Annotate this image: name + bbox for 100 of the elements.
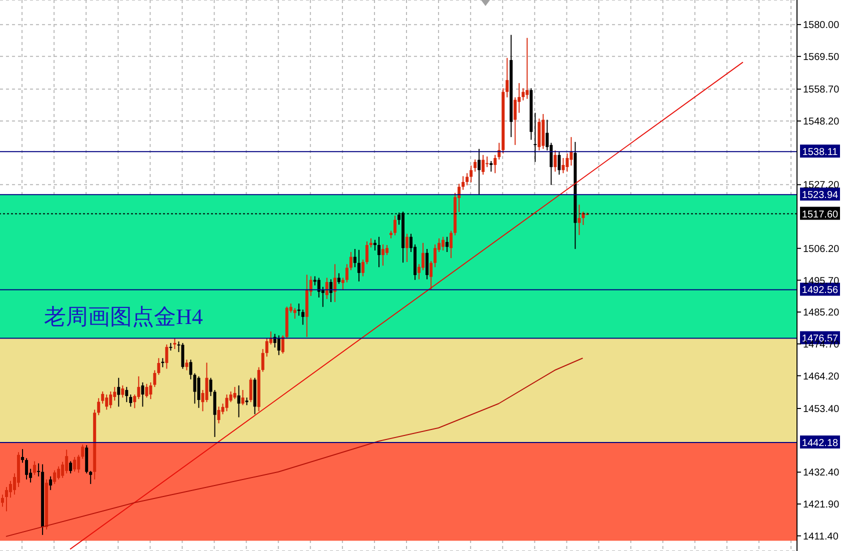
y-tick-label: 1411.40	[803, 531, 839, 542]
candlestick	[450, 230, 453, 259]
candlestick	[77, 454, 80, 474]
candlestick	[73, 456, 76, 472]
candlestick	[486, 156, 489, 168]
candlestick	[558, 151, 561, 176]
candlestick	[526, 37, 529, 100]
candlestick	[209, 377, 212, 397]
ref-line-label: 1523.94	[802, 190, 839, 202]
candlestick	[514, 96, 517, 146]
candlestick	[570, 136, 573, 166]
candlestick	[369, 238, 372, 248]
candlestick	[281, 334, 284, 354]
candlestick	[205, 362, 208, 403]
candlestick	[337, 272, 340, 284]
candlestick	[566, 152, 569, 172]
candlestick	[301, 309, 304, 326]
candlestick	[21, 448, 24, 464]
candlestick	[373, 239, 376, 251]
candlestick	[153, 370, 156, 388]
candlestick	[249, 377, 252, 403]
candlestick	[466, 172, 469, 186]
candlestick	[442, 236, 445, 251]
candlestick	[145, 383, 148, 398]
candlestick	[25, 458, 28, 480]
candlestick	[446, 236, 449, 252]
candlestick	[506, 57, 509, 98]
candlestick	[173, 338, 176, 350]
line-series	[6, 358, 584, 537]
candlestick	[277, 334, 280, 356]
candlestick	[233, 386, 236, 400]
candlestick	[1, 494, 4, 508]
candlestick	[325, 277, 328, 300]
candlestick	[422, 242, 425, 271]
candlestick	[494, 154, 497, 174]
candlestick	[217, 406, 220, 424]
candlestick	[185, 359, 188, 371]
candlestick	[329, 278, 332, 303]
candlestick	[578, 204, 581, 236]
candlestick	[490, 160, 493, 172]
candlestick	[522, 88, 525, 101]
candlestick	[101, 390, 104, 404]
candlestick	[125, 386, 128, 403]
y-tick-label: 1569.50	[803, 52, 840, 63]
candlestick	[426, 248, 429, 280]
candlestick	[534, 112, 537, 162]
candlestick	[237, 384, 240, 418]
y-tick-label: 1580.00	[803, 20, 840, 32]
candlestick	[157, 358, 160, 376]
candlestick	[474, 159, 477, 172]
y-tick-label: 1432.40	[803, 468, 840, 479]
candlestick	[89, 470, 92, 484]
candlestick	[225, 394, 228, 412]
candlestick	[482, 154, 485, 176]
ref-line-label: 1442.18	[802, 438, 839, 449]
candlestick	[385, 244, 388, 256]
candlestick	[341, 277, 344, 290]
ref-line-label: 1492.56	[802, 285, 839, 296]
candlestick	[381, 244, 384, 266]
candlestick	[554, 150, 557, 172]
candlestick	[105, 394, 108, 410]
candlestick	[353, 248, 356, 268]
candlestick	[393, 215, 396, 236]
candlestick	[149, 382, 152, 400]
candlestick	[265, 338, 268, 358]
candlestick	[33, 460, 36, 476]
candlestick	[57, 466, 60, 480]
candlestick	[141, 382, 144, 408]
candlestick	[470, 165, 473, 183]
candlestick	[117, 377, 120, 408]
y-tick-label: 1464.20	[803, 371, 840, 382]
annotation: 老周画图点金H4	[44, 303, 203, 331]
candlestick	[121, 384, 124, 398]
candlestick	[406, 233, 409, 263]
ref-line-label: 1538.11	[802, 147, 838, 158]
candlestick	[5, 486, 8, 512]
candlestick	[9, 480, 12, 498]
candlestick	[109, 390, 112, 409]
candlestick	[333, 264, 336, 303]
ref-line-label: 1517.60	[802, 209, 839, 220]
candlestick	[377, 236, 380, 268]
y-tick-label: 1453.40	[803, 404, 840, 416]
candlestick	[129, 394, 132, 408]
candlestick	[365, 240, 368, 265]
candlestick	[81, 444, 84, 460]
candlestick	[37, 462, 40, 477]
candlestick	[434, 244, 437, 268]
candlestick	[53, 470, 56, 484]
y-tick-label: 1558.70	[803, 84, 840, 96]
candlestick	[97, 398, 100, 416]
candlestick	[241, 389, 244, 406]
candlestick	[197, 376, 200, 408]
y-tick-label: 1548.20	[803, 116, 840, 128]
candlestick	[69, 460, 72, 474]
candlestick	[65, 449, 68, 474]
candlestick	[357, 249, 360, 282]
y-tick-label: 1506.20	[803, 244, 840, 255]
candlestick	[297, 303, 300, 316]
candlestick	[49, 476, 52, 491]
candlestick	[113, 386, 116, 402]
